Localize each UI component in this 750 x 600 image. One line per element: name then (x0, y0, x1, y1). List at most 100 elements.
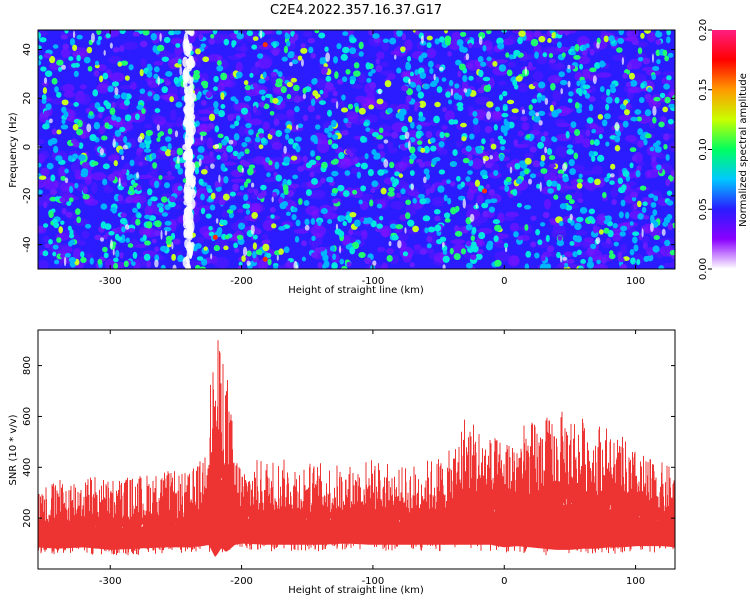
snr-x-label: Height of straight line (km) (288, 585, 424, 596)
spectrogram-band (189, 55, 195, 69)
spectrogram-cell (121, 168, 127, 175)
spectrogram-texture (146, 77, 159, 89)
spectrogram-cell (548, 53, 554, 58)
spectrogram-band (184, 133, 188, 147)
spectrogram-cell (161, 212, 169, 217)
spectrogram-cell (360, 217, 365, 223)
spectrogram-cell (594, 62, 601, 69)
spectrogram-cell (84, 223, 92, 229)
spectrogram-texture (199, 116, 212, 122)
spectrogram-cell (395, 192, 402, 198)
spectrogram-cell (309, 171, 315, 178)
spectrogram-cell (39, 37, 47, 43)
spectrogram-cell (55, 155, 63, 162)
spectrogram-cell (477, 56, 484, 63)
spectrogram-pale-streak (109, 42, 113, 49)
spectrogram-cell (545, 234, 550, 242)
spectrogram-cell (105, 33, 111, 39)
spectrogram-cell (332, 198, 339, 204)
spectrogram-cell (92, 89, 99, 97)
spectrogram-cell (127, 228, 135, 233)
spectrogram-pale-streak (377, 88, 382, 95)
spectrogram-texture (90, 182, 98, 195)
spectrogram-cell (450, 206, 457, 215)
spectrogram-pale-streak (122, 144, 128, 150)
spectrogram-band (183, 161, 190, 169)
spectrogram-cell (429, 67, 434, 75)
spectrogram-cell (651, 155, 657, 163)
spectrogram-cell (537, 110, 546, 116)
spectrogram-cells (38, 30, 675, 269)
spectrogram-cell (453, 253, 461, 260)
spectrogram-cell (43, 110, 49, 118)
spectrogram-band (184, 38, 190, 49)
spectrogram-cell (636, 259, 641, 266)
spectrogram-cell (587, 176, 594, 184)
spectrogram-cell (443, 212, 451, 219)
spectrogram-cell (121, 181, 128, 187)
spectrogram-cell (294, 235, 300, 243)
spectrogram-cell (40, 66, 47, 72)
spectrogram-texture (524, 152, 535, 160)
spectrogram-texture (380, 61, 389, 67)
spectrogram-cell (213, 100, 219, 109)
spectrogram-cell (663, 216, 671, 224)
spectrogram-texture (42, 235, 50, 243)
spectrogram-texture (551, 229, 567, 239)
spectrogram-texture (194, 59, 202, 68)
spectrogram-cell (591, 155, 596, 162)
spectrogram-cell (281, 56, 288, 62)
spectrogram-cell (497, 135, 504, 141)
spectrogram-texture (138, 226, 152, 237)
spectrogram-cell (584, 92, 591, 99)
spectrogram-texture (610, 186, 619, 198)
spectrogram-cell (481, 174, 489, 180)
spectrogram-cell (175, 43, 181, 48)
spectrogram-cell (460, 181, 465, 188)
spectrogram-texture (521, 139, 536, 148)
spectrogram-texture (91, 172, 107, 181)
spectrogram-cell (340, 53, 348, 61)
spectrogram-cell (121, 226, 126, 233)
spectrogram-cell (59, 197, 66, 203)
spectrogram-cell (449, 181, 456, 187)
spectrogram-cell (167, 128, 173, 135)
spectrogram-cell (482, 210, 489, 218)
spectrogram-cell (360, 162, 369, 170)
figure-title: C2E4.2022.357.16.37.G17 (270, 3, 442, 18)
spectrogram-cell (263, 103, 270, 110)
spectrogram-texture (505, 211, 519, 218)
spectrogram-cell (300, 47, 308, 54)
spectrogram-cell (656, 164, 662, 171)
spectrogram-texture (240, 42, 247, 55)
spectrogram-cell (672, 95, 675, 101)
spectrogram-cell (52, 44, 59, 49)
spectrogram-cell (143, 253, 151, 261)
spectrogram-pale-streak (544, 97, 549, 105)
snr-panel: -300 -200 -100 0 100 200 400 600 800 Height of … (8, 329, 676, 596)
spectrogram-pale-streak (524, 66, 528, 76)
spectrogram-cell (631, 38, 639, 46)
x-tick-label: -100 (362, 576, 385, 587)
spectrogram-cell (127, 243, 134, 248)
spectrogram-cell (427, 60, 434, 68)
spectrogram-cell (239, 185, 245, 191)
y-tick-label: 200 (22, 509, 33, 528)
spectrogram-cell (72, 123, 79, 131)
spectrogram-cell (502, 105, 508, 112)
spectrogram-cell (425, 130, 433, 139)
spectrogram-texture (635, 52, 647, 59)
spectrogram-cell (222, 151, 228, 158)
spectrogram-cell (613, 241, 619, 247)
spectrogram-cell (465, 224, 473, 231)
spectrogram-cell (578, 88, 583, 97)
spectrogram-cell (145, 129, 153, 137)
spectrogram-pale-streak (450, 88, 454, 96)
spectrogram-cell (153, 66, 160, 73)
spectrogram-cell (213, 75, 219, 83)
spectrogram-cell (498, 64, 507, 72)
spectrogram-cell (365, 127, 371, 132)
spectrogram-cell (144, 214, 151, 220)
spectrogram-cell (629, 147, 637, 153)
spectrogram-pale-streak (335, 223, 339, 230)
